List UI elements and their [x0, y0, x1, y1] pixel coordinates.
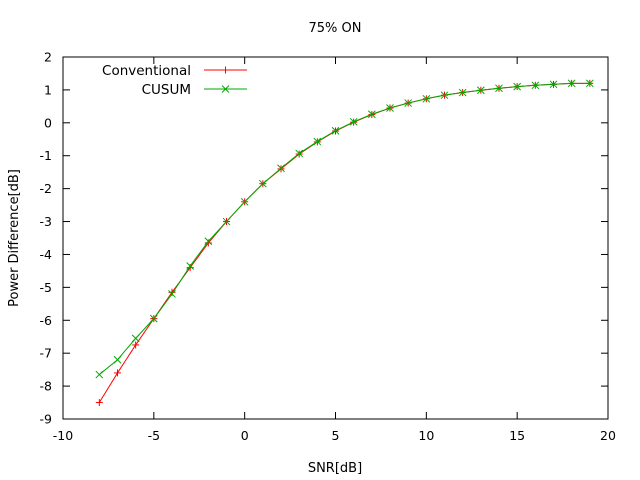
y-tick-label: -5 [40, 280, 52, 295]
legend-sample-cusum [204, 85, 247, 93]
data-point-cusum [113, 355, 122, 364]
y-axis-title: Power Difference[dB] [7, 169, 22, 307]
y-tick-label: -1 [40, 148, 52, 163]
y-tick-label: -2 [40, 181, 52, 196]
y-tick-label: 0 [44, 115, 52, 130]
data-point-cusum [313, 137, 322, 146]
series-layer [95, 79, 594, 407]
data-point-cusum [531, 81, 540, 90]
x-tick-label: 10 [418, 428, 434, 443]
data-point-cusum [440, 91, 449, 100]
data-point-cusum [513, 82, 522, 91]
data-point-cusum [204, 237, 213, 246]
data-point-cusum [386, 104, 394, 112]
axis-ticks [62, 56, 609, 420]
data-point-cusum [95, 370, 104, 379]
data-point-cusum [149, 314, 158, 323]
legend-marker-cusum [221, 85, 230, 93]
y-tick-label: -7 [40, 346, 52, 361]
data-point-conventional [132, 341, 140, 349]
x-tick-label: -5 [148, 428, 160, 443]
y-tick-label: -6 [40, 313, 53, 328]
legend-label-cusum: CUSUM [142, 82, 191, 98]
data-point-cusum [240, 197, 249, 206]
data-point-cusum [567, 79, 576, 88]
legend-sample-conventional [204, 66, 247, 74]
data-point-cusum [495, 84, 503, 93]
data-point-cusum [168, 290, 176, 298]
x-tick-label: 0 [241, 428, 249, 443]
data-point-cusum [131, 334, 140, 343]
data-point-cusum [222, 217, 231, 226]
data-point-cusum [349, 117, 358, 126]
data-point-cusum [277, 164, 285, 173]
legend: Conventional CUSUM [102, 63, 247, 98]
y-axis-tick-labels: -9 -8 -7 -6 -5 -4 -3 -2 -1 0 1 2 [40, 50, 53, 427]
data-point-conventional [95, 399, 103, 407]
x-axis-tick-labels: -10 -5 0 5 10 15 20 [53, 428, 616, 443]
data-point-cusum [258, 179, 267, 188]
data-point-cusum [404, 99, 413, 107]
data-point-cusum [331, 126, 340, 135]
x-tick-label: -10 [53, 428, 73, 443]
data-point-cusum [476, 86, 485, 95]
data-point-cusum [367, 110, 376, 119]
y-tick-label: 2 [44, 50, 52, 65]
y-tick-label: 1 [44, 82, 52, 97]
y-tick-label: -3 [40, 214, 52, 229]
x-tick-label: 20 [600, 428, 616, 443]
data-point-cusum [422, 94, 431, 103]
data-point-cusum [549, 80, 558, 89]
series-line-cusum [99, 82, 590, 375]
data-point-cusum [186, 262, 195, 270]
data-point-cusum [585, 79, 594, 88]
plot-area-frame [62, 56, 609, 420]
y-tick-label: -9 [40, 412, 53, 427]
y-tick-label: -8 [40, 379, 53, 394]
x-axis-title: SNR[dB] [308, 461, 362, 476]
data-point-cusum [458, 88, 467, 97]
chart-title: 75% ON [309, 21, 362, 36]
data-point-conventional [114, 369, 121, 377]
legend-marker-conventional [222, 66, 229, 74]
series-line-conventional [98, 82, 590, 403]
x-tick-label: 15 [509, 428, 525, 443]
x-tick-label: 5 [332, 428, 340, 443]
y-tick-label: -4 [40, 247, 53, 262]
legend-label-conventional: Conventional [102, 63, 191, 79]
data-point-cusum [295, 149, 304, 158]
